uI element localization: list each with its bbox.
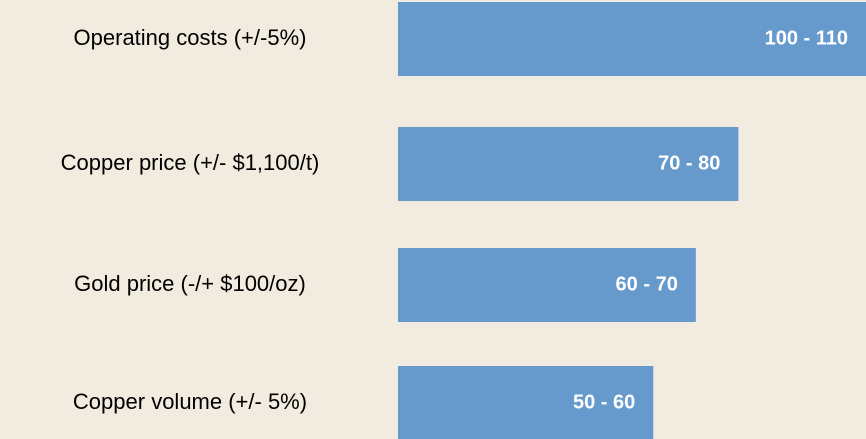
bar xyxy=(398,248,696,322)
value-label: 100 - 110 xyxy=(765,27,848,49)
value-label: 60 - 70 xyxy=(616,273,678,295)
category-label: Operating costs (+/-5%) xyxy=(74,25,307,50)
category-label: Gold price (-/+ $100/oz) xyxy=(74,271,306,296)
category-label: Copper price (+/- $1,100/t) xyxy=(61,150,320,175)
bar xyxy=(398,2,866,76)
category-label: Copper volume (+/- 5%) xyxy=(73,389,307,414)
value-label: 50 - 60 xyxy=(573,391,635,413)
bar xyxy=(398,127,739,201)
bar xyxy=(398,366,654,439)
value-label: 70 - 80 xyxy=(658,152,720,174)
